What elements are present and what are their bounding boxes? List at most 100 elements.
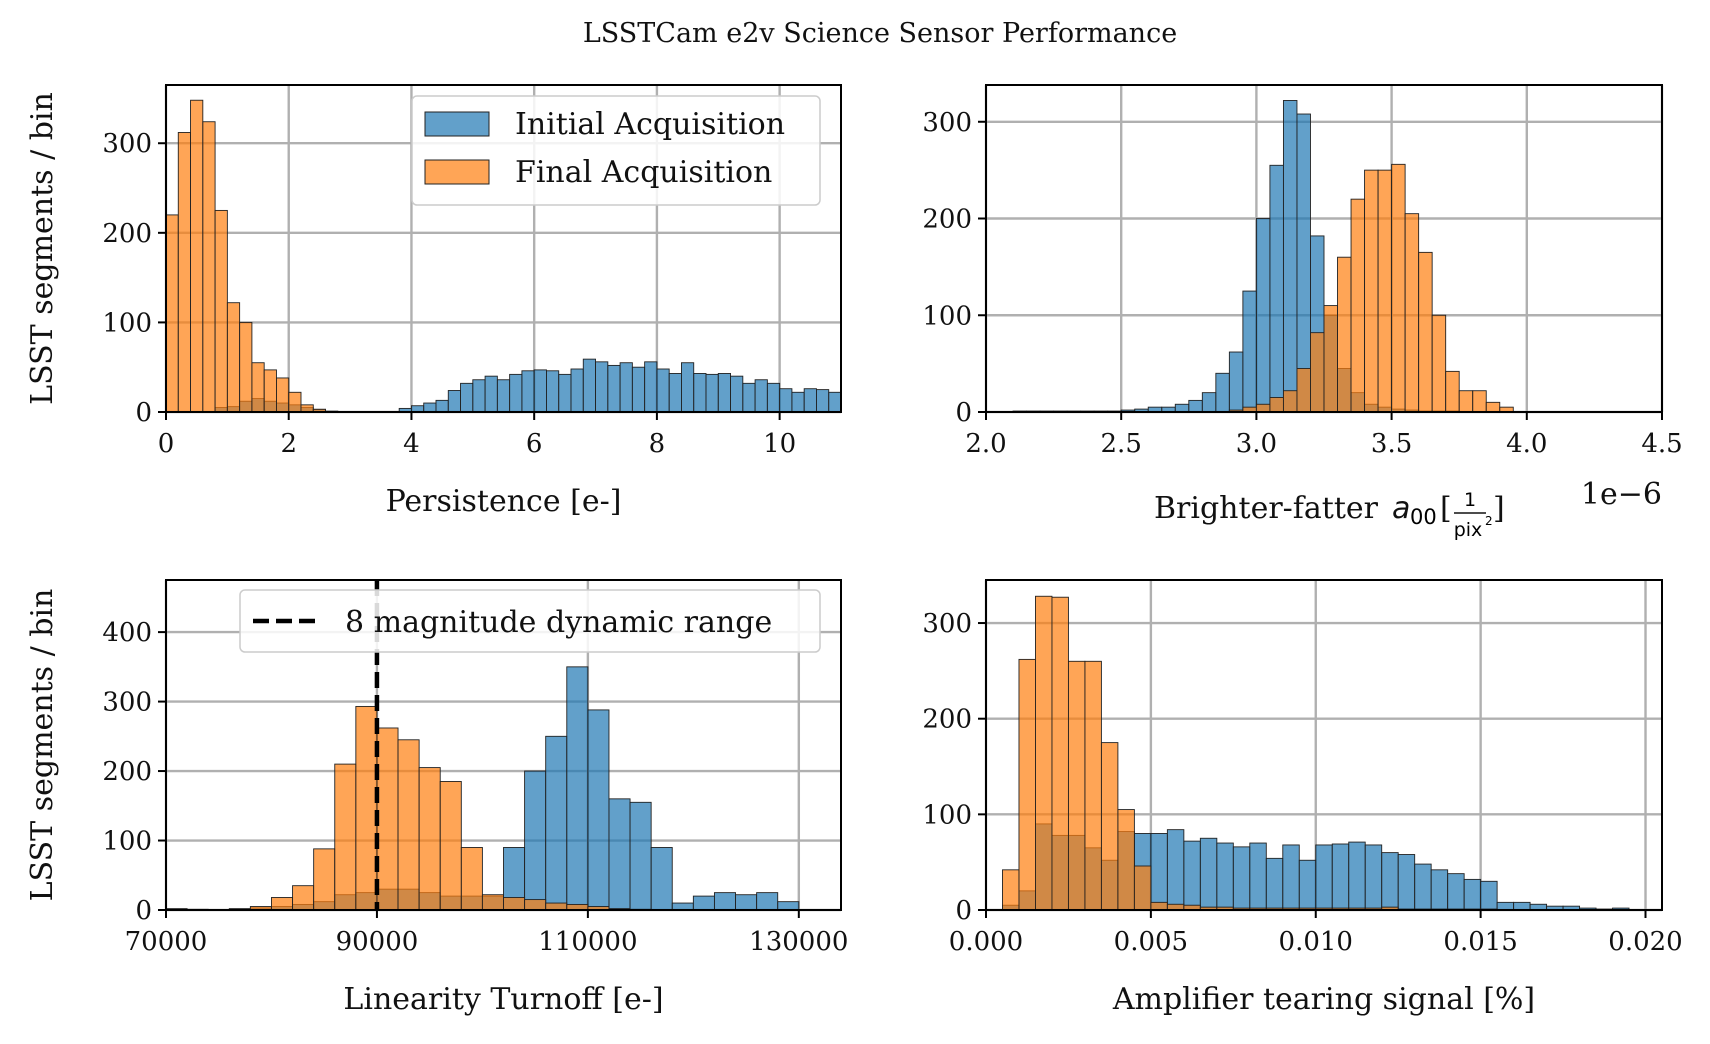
bar: [263, 369, 277, 412]
bar: [1018, 658, 1036, 910]
bar: [566, 666, 589, 910]
bar: [671, 902, 694, 910]
bar: [397, 739, 420, 910]
bar: [435, 399, 449, 412]
bar: [300, 404, 314, 412]
bar: [582, 358, 596, 412]
bar: [1035, 595, 1053, 910]
bar: [226, 302, 241, 412]
bar: [644, 361, 658, 412]
y-tick-label: 0: [135, 398, 152, 428]
series-final: [166, 99, 339, 412]
bar: [816, 389, 830, 412]
bar: [524, 899, 547, 910]
bar: [1331, 843, 1350, 910]
x-axis-label-subscript: 00: [1410, 505, 1437, 529]
bar: [777, 901, 800, 910]
y-axis-label: LSST segments / bin: [25, 92, 60, 405]
bar: [1255, 218, 1271, 412]
bar: [524, 770, 547, 910]
bar: [1298, 859, 1317, 910]
bar: [619, 362, 633, 412]
bar: [692, 895, 715, 910]
x-axis-label: Brighter-fatter: [1154, 491, 1379, 526]
bar: [1100, 742, 1119, 910]
bar: [803, 388, 817, 412]
bar: [1201, 392, 1217, 412]
bar: [1282, 100, 1298, 412]
x-axis-label-unit-numerator: 1: [1464, 489, 1476, 511]
bar: [713, 892, 736, 910]
y-tick-label: 0: [135, 896, 152, 926]
x-axis-label-unit-exponent: 2: [1485, 514, 1493, 528]
bar: [1150, 901, 1168, 910]
x-axis-label: Linearity Turnoff [e-]: [343, 982, 663, 1017]
legend-box: [411, 95, 821, 206]
bar: [460, 847, 483, 910]
bar: [1228, 351, 1244, 412]
x-axis-label-unit-denominator: pix: [1454, 519, 1483, 541]
bar: [779, 388, 793, 412]
x-tick-label: 70000: [125, 927, 208, 957]
panel-brighter-fatter: 2.0 2.5 3.0 3.5 4.0 4.50100200300Brighter-fat…: [922, 84, 1683, 541]
bar: [1067, 660, 1086, 910]
legend: 8 magnitude dynamic range: [239, 589, 821, 653]
bar: [1296, 368, 1311, 412]
bar: [1282, 390, 1298, 412]
bar: [1404, 213, 1420, 412]
figure-title: LSSTCam e2v Science Sensor Performance: [583, 18, 1177, 49]
legend-label: Final Acquisition: [515, 155, 772, 190]
bar: [1431, 314, 1447, 412]
bar: [1232, 846, 1251, 910]
bar: [1445, 370, 1460, 412]
bar: [681, 362, 695, 412]
x-tick-label: 130000: [749, 927, 848, 957]
bar: [1002, 869, 1020, 910]
y-tick-label: 300: [102, 688, 152, 718]
axes-frame: [165, 579, 842, 911]
bar: [1199, 837, 1218, 910]
bar: [1269, 397, 1284, 412]
panel-linearity: 70000 90000 110000 130000 0 100 200 300 400 Linea…: [25, 579, 848, 1017]
bar: [1188, 399, 1203, 412]
bar: [166, 214, 179, 412]
bar: [656, 368, 670, 412]
bar: [214, 209, 228, 412]
bar: [608, 798, 631, 910]
legend: Initial Acquisition Final Acquisition: [411, 95, 821, 206]
bar: [1414, 863, 1432, 910]
bar: [1249, 842, 1267, 910]
bars: [166, 666, 800, 910]
bar: [607, 364, 621, 412]
bar: [1496, 901, 1515, 910]
bar: [1084, 660, 1102, 910]
bar: [1315, 844, 1333, 910]
x-axis-label-bracket-open: [: [1440, 491, 1452, 526]
y-tick-label: 400: [102, 618, 152, 648]
bar: [521, 370, 535, 412]
bar: [1348, 841, 1366, 910]
bar: [730, 375, 744, 412]
panel-tearing: 0.000 0.005 0.010 0.015 0.020 0 100 200 300 Ampli…: [922, 579, 1683, 1017]
bar: [1418, 251, 1433, 412]
y-tick-label: 300: [922, 108, 972, 138]
bar: [629, 801, 652, 910]
y-tick-label: 100: [102, 827, 152, 857]
bar: [355, 705, 378, 910]
bar: [1282, 844, 1300, 910]
x-tick-label: 4.5: [1641, 429, 1682, 459]
bar: [735, 894, 758, 910]
x-tick-label: 2: [280, 429, 297, 459]
bar: [1255, 403, 1271, 412]
bar: [1265, 857, 1284, 910]
bar: [1430, 869, 1449, 910]
bar: [1174, 403, 1190, 412]
bar: [503, 897, 526, 910]
bar: [313, 848, 336, 910]
bars: [166, 99, 841, 412]
bar: [756, 892, 779, 910]
y-tick-label: 300: [102, 129, 152, 159]
bar: [570, 368, 584, 412]
x-tick-label: 0.000: [949, 927, 1023, 957]
bar: [1447, 873, 1465, 910]
